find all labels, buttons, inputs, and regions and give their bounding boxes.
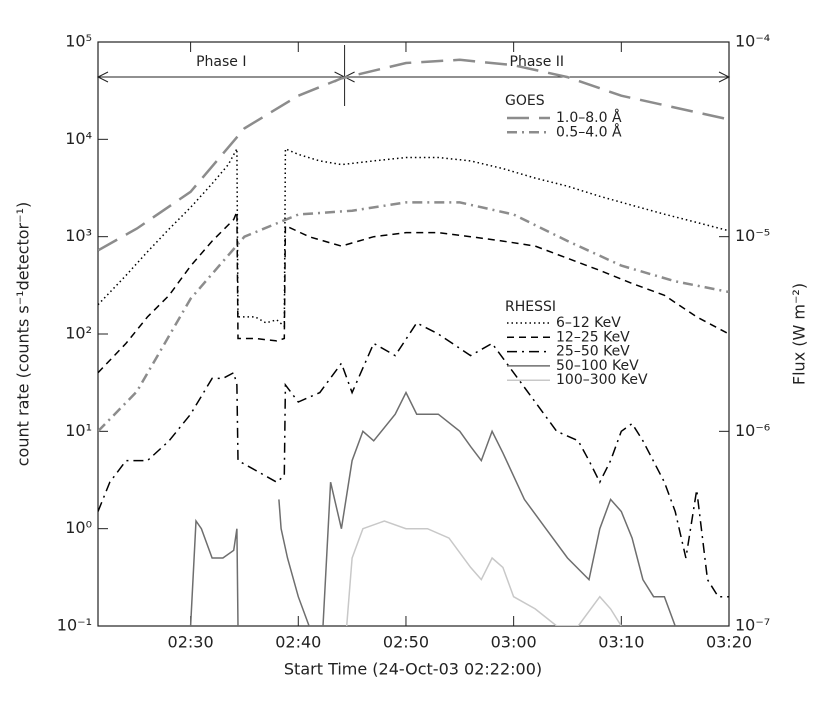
legend-label: 1.0–8.0 Å [556, 109, 622, 126]
x-tick-label: 03:00 [491, 633, 537, 652]
y-tick-label: 10¹ [65, 421, 92, 440]
y2-tick-label: 10⁻⁶ [735, 421, 770, 440]
legend-label: 25–50 KeV [556, 344, 630, 360]
legend-title: RHESSI [505, 299, 556, 315]
x-axis-label: Start Time (24-Oct-03 02:22:00) [284, 660, 542, 679]
phase-label: Phase II [510, 54, 565, 70]
y-axis-label: count rate (counts s⁻¹detector⁻¹) [14, 202, 33, 466]
y-tick-label: 10² [65, 324, 92, 343]
series-line [98, 321, 729, 598]
series-line [98, 201, 729, 433]
series-line [345, 520, 622, 626]
y2-tick-label: 10⁻⁴ [735, 32, 770, 51]
y-tick-label: 10³ [65, 226, 92, 245]
y-tick-label: 10⁵ [65, 32, 92, 51]
legend-title: GOES [505, 93, 545, 109]
legend-label: 6–12 KeV [556, 315, 621, 331]
y2-axis-label: Flux (W m⁻²) [790, 283, 809, 385]
series-line [189, 390, 676, 626]
x-tick-label: 02:30 [168, 633, 214, 652]
x-tick-label: 02:50 [383, 633, 429, 652]
y2-tick-label: 10⁻⁵ [735, 226, 770, 245]
legend-label: 50–100 KeV [556, 358, 639, 374]
x-tick-label: 03:20 [706, 633, 752, 652]
y-tick-label: 10⁰ [65, 518, 92, 537]
y2-tick-label: 10⁻⁷ [735, 616, 770, 635]
phase-label: Phase I [196, 54, 246, 70]
series-line [98, 58, 729, 252]
legend-label: 0.5–4.0 Å [556, 123, 622, 140]
series-line [98, 211, 729, 374]
x-tick-label: 03:10 [598, 633, 644, 652]
series-line [98, 147, 729, 328]
y-tick-label: 10⁻¹ [57, 616, 92, 635]
legend-label: 12–25 KeV [556, 329, 630, 345]
plot-frame [97, 41, 730, 627]
x-tick-label: 02:40 [275, 633, 321, 652]
arrow-head [96, 71, 109, 83]
y-tick-label: 10⁴ [65, 129, 92, 148]
arrow-head [718, 71, 731, 83]
legend-label: 100–300 KeV [556, 372, 648, 388]
